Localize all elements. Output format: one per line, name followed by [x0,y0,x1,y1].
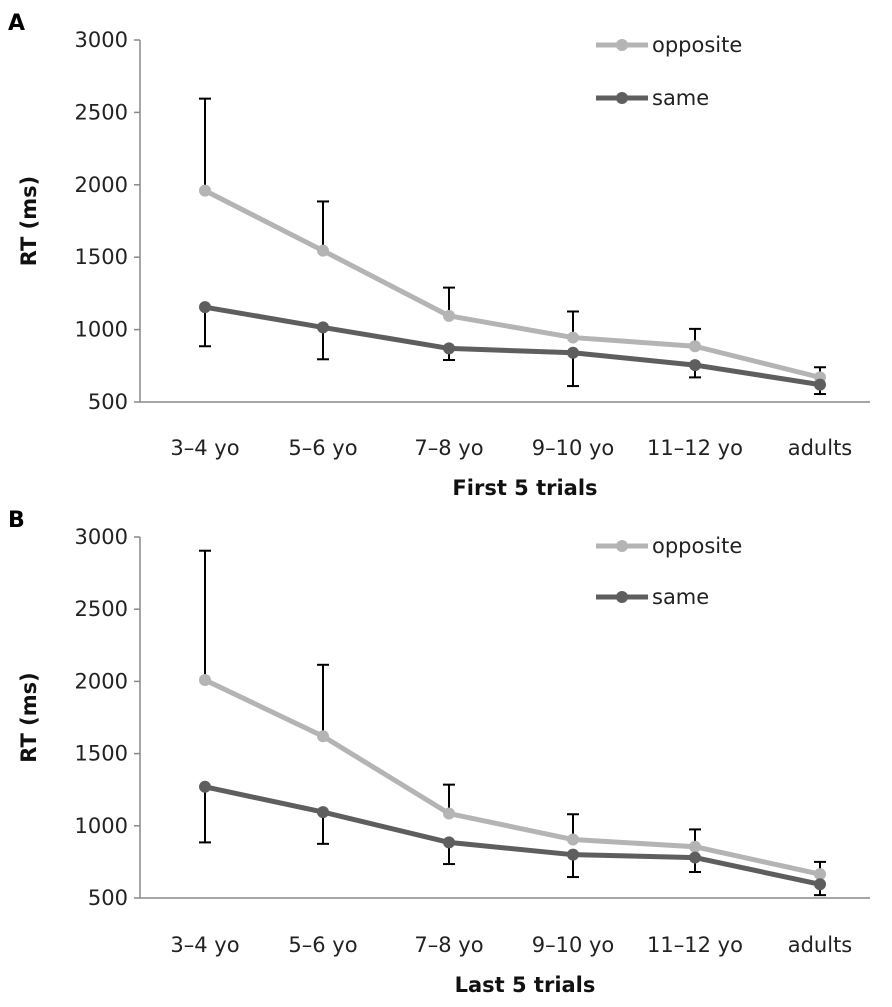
series-same [199,301,826,396]
x-tick-label: 5–6 yo [288,933,357,957]
data-point-same [199,780,211,793]
data-point-opposite [199,673,211,686]
data-point-opposite [814,868,826,881]
data-point-same [567,346,579,359]
y-tick-label: 2000 [75,173,128,197]
x-tick-label: adults [788,436,853,460]
y-axis-label: RT (ms) [17,672,41,762]
y-tick-label: 1000 [75,318,128,342]
x-tick-label: 11–12 yo [647,436,743,460]
data-point-opposite [317,244,329,257]
series-same [199,780,826,897]
panel-label: B [8,508,25,533]
x-tick-label: 11–12 yo [647,933,743,957]
legend-label-opposite: opposite [652,33,742,57]
series-line-same [202,304,823,388]
x-tick-label: 9–10 yo [532,933,615,957]
data-point-same [317,321,329,334]
y-tick-label: 500 [88,390,128,414]
x-tick-label: 3–4 yo [170,933,239,957]
data-point-opposite [689,840,701,853]
series-opposite [199,549,826,881]
x-axis-label: Last 5 trials [455,973,596,997]
y-tick-label: 2500 [75,100,128,124]
data-point-same [814,378,826,391]
series-opposite [199,97,826,384]
y-tick-label: 1500 [75,742,128,766]
data-point-same [199,301,211,314]
y-tick-label: 3000 [75,28,128,52]
data-point-same [443,836,455,849]
y-tick-label: 500 [88,886,128,910]
x-tick-label: 5–6 yo [288,436,357,460]
panel-label: A [8,11,25,36]
legend-marker-same [616,591,628,603]
series-line-same [202,784,823,887]
legend-marker-opposite [616,39,628,51]
data-point-same [689,359,701,372]
data-point-opposite [443,807,455,820]
x-axis-label: First 5 trials [452,476,597,500]
y-axis-label: RT (ms) [17,176,41,266]
legend-label-same: same [652,86,709,110]
y-tick-label: 1000 [75,814,128,838]
panel-b: B 3000 2500 2000 1500 1000 500 RT (ms) 3–4 yo 5–6… [8,508,870,997]
legend-marker-opposite [616,540,628,552]
data-point-same [814,878,826,891]
series-line-opposite [202,677,823,877]
y-tick-label: 2000 [75,669,128,693]
data-point-same [689,851,701,864]
data-point-same [443,342,455,355]
data-point-same [567,848,579,861]
x-tick-label: 7–8 yo [414,436,483,460]
data-point-opposite [443,309,455,322]
data-point-opposite [567,331,579,344]
data-point-opposite [689,340,701,353]
x-tick-label: 7–8 yo [414,933,483,957]
y-tick-label: 2500 [75,597,128,621]
legend-marker-same [616,92,628,104]
x-tick-label: 3–4 yo [170,436,239,460]
y-tick-label: 1500 [75,245,128,269]
series-line-opposite [202,188,823,380]
x-tick-label: 9–10 yo [532,436,615,460]
panel-a: A 3000 2500 2000 1500 1000 500 RT (ms) 3–4 yo 5–6… [8,11,870,500]
y-tick-label: 3000 [75,525,128,549]
data-point-same [317,806,329,819]
data-point-opposite [199,184,211,197]
x-tick-label: adults [788,933,853,957]
data-point-opposite [567,833,579,846]
data-point-opposite [317,730,329,743]
legend-label-opposite: opposite [652,534,742,558]
legend-label-same: same [652,585,709,609]
